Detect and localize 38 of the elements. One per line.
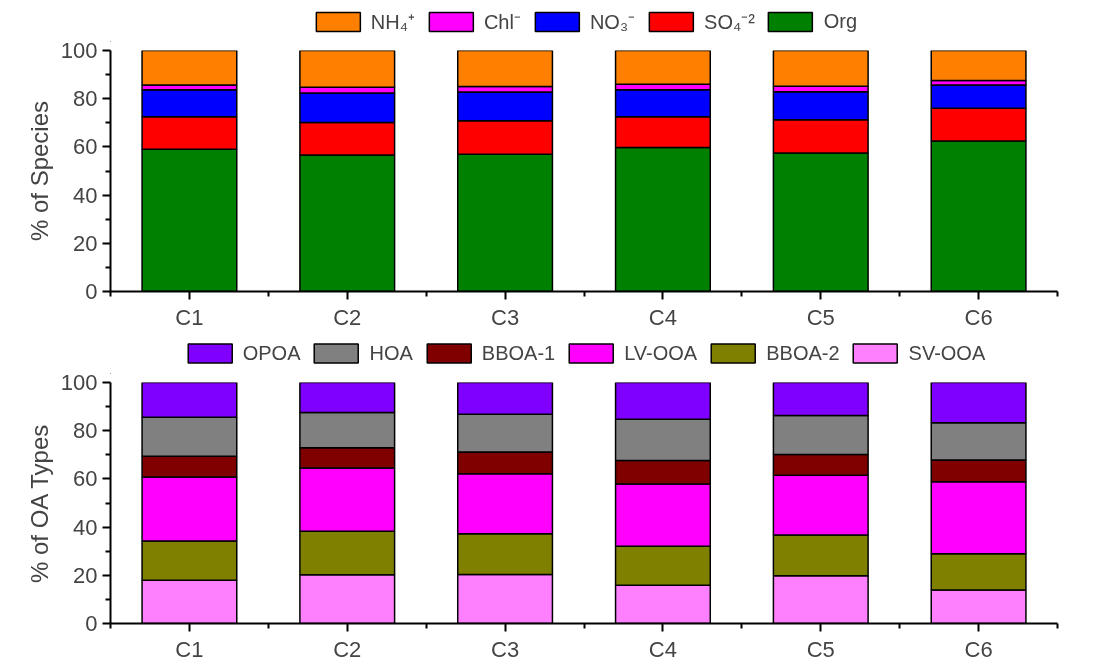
legend-label: SO₄⁻²: [704, 9, 755, 35]
y-axis-title: % of Species: [25, 100, 53, 242]
legend-label: SV-OOA: [908, 341, 986, 365]
x-tick-label: C6: [964, 636, 993, 662]
x-tick-label: C2: [333, 636, 362, 662]
y-tick-label: 20: [73, 230, 98, 256]
y-tick-label: 60: [73, 134, 98, 160]
x-tick-label: C1: [175, 304, 204, 330]
x-tick-label: C3: [491, 304, 520, 330]
x-tick-label: C2: [333, 304, 362, 330]
x-tick-label: C5: [806, 304, 835, 330]
legend-label: BBOA-2: [766, 341, 840, 365]
y-tick-label: 80: [73, 86, 98, 112]
x-tick-label: C3: [491, 636, 520, 662]
y-tick-label: 0: [85, 279, 98, 304]
legend-label: Chl⁻: [483, 9, 521, 35]
legend-label: Org: [823, 9, 858, 33]
y-tick-label: 0: [85, 611, 98, 636]
x-tick-label: C6: [964, 304, 993, 330]
bar: [930, 50, 1027, 82]
legend-label: BBOA-1: [481, 341, 556, 365]
y-tick-label: 40: [73, 182, 98, 208]
x-tick-label: C4: [648, 304, 677, 330]
legend-label: NH₄⁺: [370, 9, 415, 35]
legend-label: OPOA: [242, 341, 301, 365]
y-tick-label: 100: [60, 38, 98, 63]
y-tick-label: 40: [73, 514, 98, 540]
x-tick-label: C1: [175, 636, 204, 662]
legend-label: NO₃⁻: [589, 9, 636, 35]
y-tick-label: 80: [73, 418, 98, 444]
x-tick-label: C4: [648, 636, 677, 662]
y-tick-label: 60: [73, 466, 98, 492]
legend-label: HOA: [369, 341, 413, 365]
y-tick-label: 20: [73, 562, 98, 588]
y-axis-title: % of OA Types: [25, 424, 53, 584]
y-tick-label: 100: [60, 370, 98, 395]
x-tick-label: C5: [806, 636, 835, 662]
legend-label: LV-OOA: [624, 341, 698, 365]
